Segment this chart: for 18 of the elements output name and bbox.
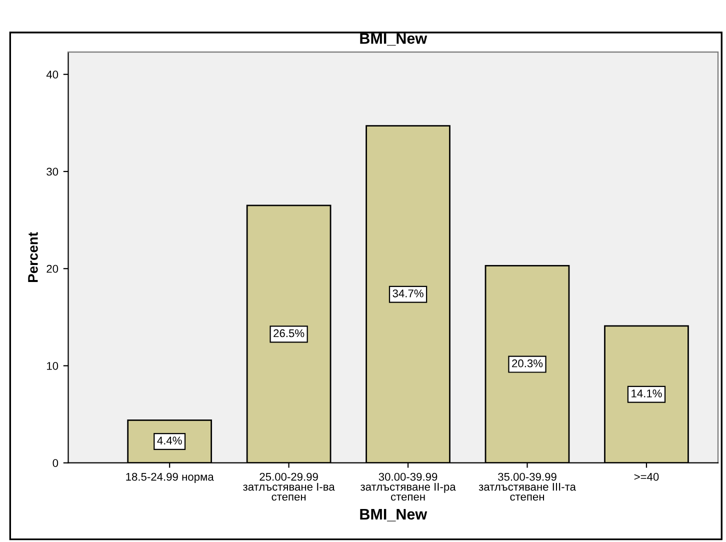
x-tick-label: >=40 [634, 472, 659, 481]
data-label: 14.1% [632, 390, 662, 398]
x-axis-title: BMI_New [360, 508, 428, 522]
x-tick-label: 35.00-39.99 затлъстяване III-та степен [478, 472, 576, 501]
data-label: 26.5% [274, 329, 304, 338]
y-tick-label: 30 [46, 168, 58, 176]
y-tick-label: 40 [46, 70, 58, 79]
data-label: 34.7% [392, 289, 424, 298]
y-axis-title: Percent [28, 232, 38, 282]
y-tick-label: 10 [47, 362, 58, 370]
chart-title: BMI_New [360, 33, 428, 46]
data-label: 20.3% [512, 359, 543, 368]
y-tick-label: 0 [52, 459, 58, 468]
data-label: 4.4% [157, 436, 182, 444]
x-tick-label: 25.00-29.99 затлъстяване I-ва степен [243, 472, 335, 501]
x-tick-label: 30.00-39.99 затлъстяване II-ра степен [360, 472, 456, 501]
x-tick-label: 18.5-24.99 норма [126, 472, 214, 483]
y-tick-label: 20 [46, 264, 58, 273]
